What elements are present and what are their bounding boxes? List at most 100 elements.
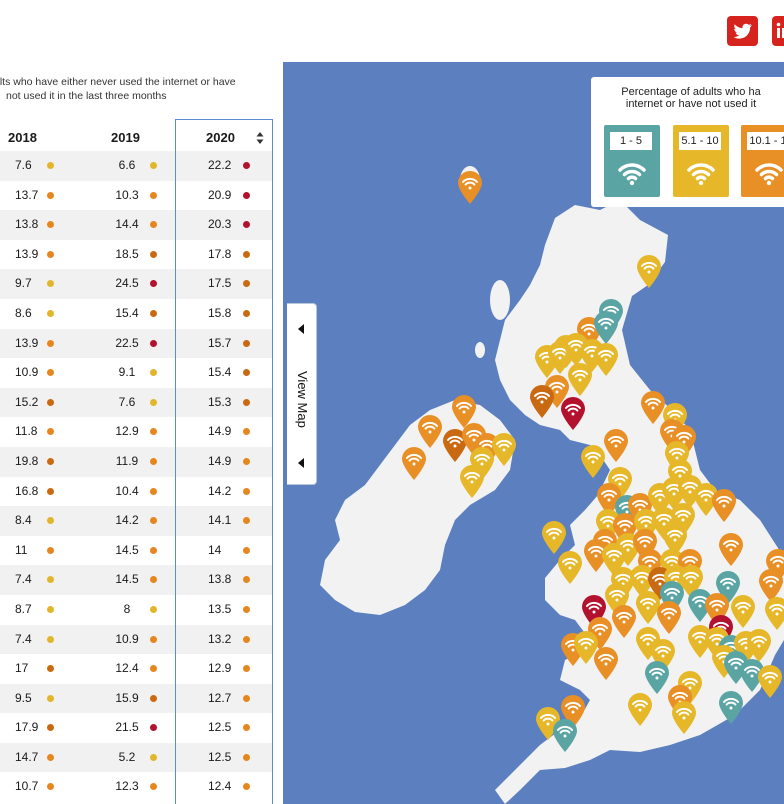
wifi-pin-icon[interactable] (629, 565, 655, 599)
collapse-arrow-icon[interactable] (298, 324, 304, 334)
wifi-pin-icon[interactable] (711, 489, 737, 523)
wifi-pin-icon[interactable] (593, 647, 619, 681)
wifi-pin-icon[interactable] (757, 665, 783, 699)
table-row[interactable]: 7.4 14.5 13.8 (0, 565, 272, 595)
table-row[interactable]: 13.9 22.5 15.7 (0, 328, 272, 359)
table-cell-2020: 17.5 (208, 276, 232, 291)
table-cell-2020: 17.8 (208, 246, 232, 261)
category-dot (150, 783, 157, 791)
table-row[interactable]: 11 14.5 14 (0, 536, 272, 566)
category-dot (243, 517, 250, 525)
category-dot (150, 546, 157, 554)
wifi-pin-icon[interactable] (627, 693, 653, 727)
wifi-pin-icon[interactable] (593, 311, 619, 345)
wifi-pin-icon[interactable] (758, 569, 784, 603)
wifi-pin-icon[interactable] (635, 591, 661, 625)
wifi-pin-icon[interactable] (603, 429, 629, 463)
wifi-pin-icon[interactable] (560, 397, 586, 431)
wifi-pin-icon[interactable] (764, 597, 784, 631)
category-dot (243, 753, 250, 761)
table-cell-2020: 12.5 (208, 749, 232, 764)
sort-toggle-icon[interactable] (256, 131, 264, 145)
wifi-pin-icon[interactable] (567, 363, 593, 397)
column-header-2019[interactable]: 2019 (111, 130, 140, 145)
wifi-pin-icon[interactable] (662, 523, 688, 557)
wifi-pin-icon[interactable] (746, 629, 772, 663)
category-dot (47, 546, 54, 554)
category-dot (243, 605, 250, 613)
table-row[interactable]: 15.2 7.6 15.3 (0, 387, 272, 418)
table-row[interactable]: 10.7 12.3 12.4 (0, 772, 272, 802)
table-row[interactable]: 10.9 9.1 15.4 (0, 358, 272, 388)
wifi-pin-icon[interactable] (718, 533, 744, 567)
wifi-pin-icon[interactable] (401, 447, 427, 481)
wifi-pin-icon[interactable] (459, 465, 485, 499)
category-dot (150, 665, 157, 673)
wifi-pin-icon[interactable] (640, 391, 666, 425)
table-row[interactable]: 9.5 15.9 12.7 (0, 683, 272, 714)
table-row[interactable]: 7.4 10.9 13.2 (0, 624, 272, 655)
wifi-pin-icon[interactable] (563, 333, 589, 367)
wifi-pin-icon[interactable] (739, 659, 765, 693)
table-row[interactable]: 13.8 14.4 20.3 (0, 210, 272, 240)
wifi-pin-icon[interactable] (580, 445, 606, 479)
table-row[interactable]: 14.7 5.2 12.5 (0, 742, 272, 773)
table-cell-2019: 21.5 (115, 720, 139, 735)
wifi-pin-icon[interactable] (644, 661, 670, 695)
wifi-pin-icon[interactable] (671, 701, 697, 735)
wifi-pin-icon[interactable] (417, 415, 443, 449)
legend-title-line-1: Percentage of adults who ha (621, 86, 761, 98)
wifi-pin-icon[interactable] (636, 255, 662, 289)
collapse-arrow-icon[interactable] (298, 458, 304, 468)
table-row[interactable]: 16.8 10.4 14.2 (0, 477, 272, 507)
table-row[interactable]: 7.6 6.6 22.2 (0, 151, 272, 181)
wifi-pin-icon[interactable] (730, 595, 756, 629)
table-row[interactable]: 8.6 15.4 15.8 (0, 299, 272, 329)
wifi-pin-icon[interactable] (552, 719, 578, 753)
table-cell-2018: 16.8 (15, 483, 39, 498)
table-cell-2019: 12.4 (115, 661, 139, 676)
twitter-share-button[interactable] (727, 16, 758, 46)
category-dot (47, 280, 54, 288)
table-cell-2019: 24.5 (115, 276, 139, 291)
wifi-pin-icon[interactable] (693, 483, 719, 517)
wifi-pin-icon[interactable] (573, 631, 599, 665)
table-row[interactable]: 19.8 11.9 14.9 (0, 446, 272, 477)
wifi-pin-icon[interactable] (442, 429, 468, 463)
category-dot (47, 517, 54, 525)
wifi-pin-icon[interactable] (491, 433, 517, 467)
map-legend: Percentage of adults who ha internet or … (591, 77, 784, 207)
table-row[interactable]: 9.7 24.5 17.5 (0, 269, 272, 299)
wifi-pin-icon[interactable] (593, 343, 619, 377)
wifi-pin-icon[interactable] (656, 601, 682, 635)
category-dot (47, 576, 54, 584)
linkedin-share-button[interactable] (772, 16, 784, 46)
table-cell-2020: 13.5 (208, 601, 232, 616)
column-header-2020[interactable]: 2020 (206, 130, 235, 145)
table-row[interactable]: 17 12.4 12.9 (0, 654, 272, 684)
wifi-pin-icon[interactable] (541, 521, 567, 555)
table-cell-2018: 7.6 (15, 158, 32, 172)
wifi-pin-icon[interactable] (529, 385, 555, 419)
wifi-pin-icon[interactable] (583, 539, 609, 573)
wifi-pin-icon[interactable] (687, 589, 713, 623)
table-row[interactable]: 11.8 12.9 14.9 (0, 417, 272, 447)
category-dot (243, 783, 250, 791)
view-map-toggle[interactable]: View Map (287, 303, 317, 485)
table-row[interactable]: 13.7 10.3 20.9 (0, 181, 272, 211)
category-dot (150, 457, 157, 465)
table-cell-2018: 10.7 (15, 779, 39, 794)
table-row[interactable]: 8.4 14.2 14.1 (0, 506, 272, 536)
column-header-2018[interactable]: 2018 (8, 130, 37, 145)
wifi-pin-icon[interactable] (611, 605, 637, 639)
category-dot (47, 191, 54, 199)
wifi-pin-icon[interactable] (718, 691, 744, 725)
wifi-pin-icon[interactable] (557, 551, 583, 585)
table-row[interactable]: 17.9 21.5 12.5 (0, 713, 272, 743)
wifi-pin-icon[interactable] (596, 483, 622, 517)
wifi-pin-icon[interactable] (457, 171, 483, 205)
table-row[interactable]: 13.9 18.5 17.8 (0, 240, 272, 270)
wifi-pin-icon[interactable] (451, 395, 477, 429)
table-row[interactable]: 8.7 8 13.5 (0, 595, 272, 625)
table-caption-line-1: ults who have either never used the inte… (0, 76, 236, 88)
